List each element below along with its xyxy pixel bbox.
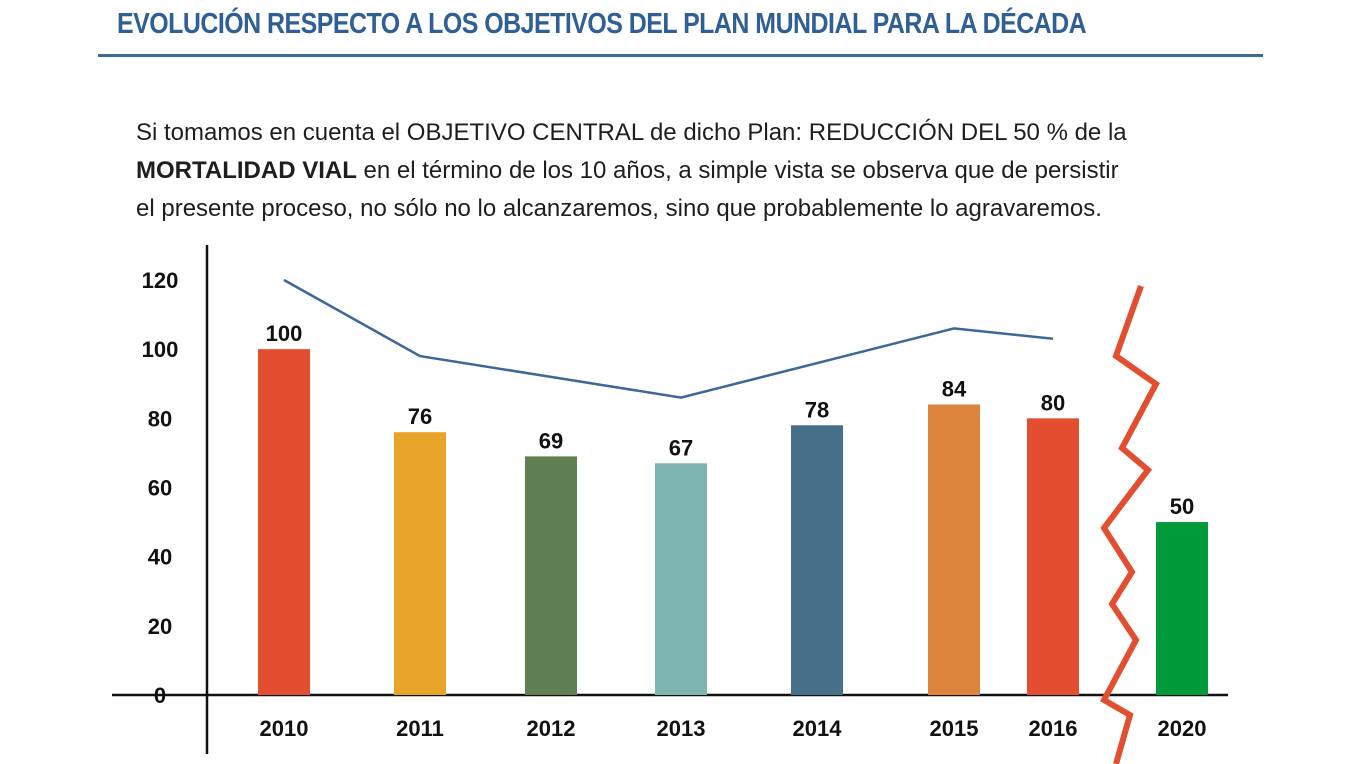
data-label-2013: 67 xyxy=(669,435,693,460)
bar-2013 xyxy=(655,463,707,695)
data-label-2020: 50 xyxy=(1170,494,1194,519)
y-tick-label: 20 xyxy=(148,614,172,639)
x-tick-label-2012: 2012 xyxy=(527,716,576,741)
bar-2010 xyxy=(258,349,310,695)
x-tick-label-2013: 2013 xyxy=(657,716,706,741)
x-tick-label-2020: 2020 xyxy=(1158,716,1207,741)
bar-2015 xyxy=(928,404,980,695)
x-tick-label-2010: 2010 xyxy=(260,716,309,741)
intro-paragraph: Si tomamos en cuenta el OBJETIVO CENTRAL… xyxy=(136,114,1236,228)
y-tick-label: 100 xyxy=(142,337,179,362)
x-tick-label-2015: 2015 xyxy=(930,716,979,741)
bar-2020 xyxy=(1156,522,1208,695)
data-label-2016: 80 xyxy=(1041,390,1065,415)
intro-emphasis: MORTALIDAD VIAL xyxy=(136,157,357,184)
page-title: EVOLUCIÓN RESPECTO A LOS OBJETIVOS DEL P… xyxy=(117,8,1087,40)
intro-line-2: MORTALIDAD VIAL en el término de los 10 … xyxy=(136,152,1236,190)
x-tick-label-2011: 2011 xyxy=(396,716,444,741)
y-tick-label: 80 xyxy=(148,406,172,431)
bar-2012 xyxy=(525,456,577,695)
intro-line-1: Si tomamos en cuenta el OBJETIVO CENTRAL… xyxy=(136,119,1127,146)
bar-2014 xyxy=(791,425,843,695)
data-label-2011: 76 xyxy=(408,404,432,429)
data-label-2015: 84 xyxy=(942,377,967,402)
trend-line xyxy=(283,278,1054,399)
data-label-2010: 100 xyxy=(266,321,303,346)
bar-2011 xyxy=(394,432,446,695)
data-label-2014: 78 xyxy=(805,397,829,422)
y-tick-label: 60 xyxy=(148,476,172,501)
intro-line-2-rest: en el término de los 10 años, a simple v… xyxy=(356,157,1119,184)
y-tick-label: 40 xyxy=(148,545,172,570)
axis-break-zigzag xyxy=(1099,284,1160,764)
x-tick-label-2014: 2014 xyxy=(793,716,843,741)
y-tick-label: 120 xyxy=(142,268,179,293)
data-label-2012: 69 xyxy=(539,428,563,453)
y-tick-label: 0 xyxy=(154,683,166,708)
bar-2016 xyxy=(1027,418,1079,695)
intro-line-3: el presente proceso, no sólo no lo alcan… xyxy=(136,195,1102,222)
x-tick-label-2016: 2016 xyxy=(1029,716,1078,741)
title-divider xyxy=(98,54,1263,57)
